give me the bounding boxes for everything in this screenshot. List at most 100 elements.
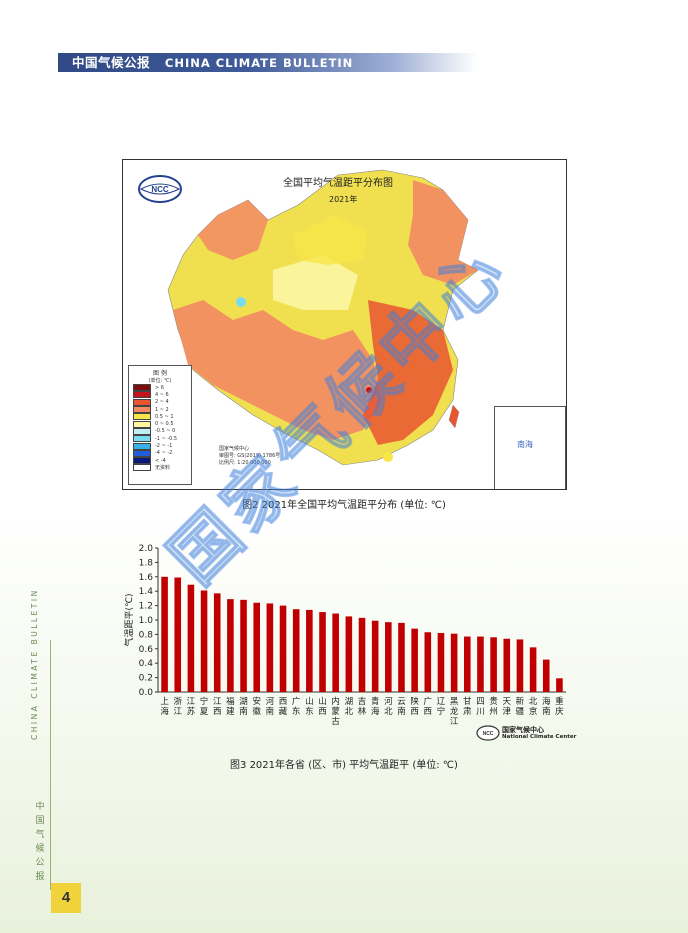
legend-swatch — [133, 391, 151, 399]
bar — [319, 612, 326, 692]
header-title-en: CHINA CLIMATE BULLETIN — [164, 56, 354, 70]
y-tick-label: 1.2 — [139, 602, 153, 612]
legend-item: 无资料 — [129, 464, 191, 472]
legend-swatch — [133, 413, 151, 421]
legend-item: 0.5 ~ 1 — [129, 413, 191, 421]
legend-item: 4 ~ 6 — [129, 391, 191, 399]
bar — [332, 613, 339, 692]
legend-label: 0.5 ~ 1 — [155, 413, 174, 420]
legend-unit: (单位: ℃) — [148, 378, 172, 384]
legend-item: < -4 — [129, 457, 191, 465]
legend-label: > 6 — [155, 384, 164, 391]
y-tick-label: 1.6 — [139, 573, 154, 583]
brand-name-en: National Climate Center — [502, 734, 577, 740]
legend-label: -1 ~ -0.5 — [155, 435, 178, 442]
bar — [161, 576, 168, 692]
figure3-caption: 图3 2021年各省 (区、市) 平均气温距平 (单位: ℃) — [230, 760, 458, 771]
legend-item: 1 ~ 2 — [129, 406, 191, 414]
bar — [542, 659, 550, 692]
x-tick-label: 青海 — [371, 696, 380, 717]
x-tick-label: 海南 — [542, 696, 551, 717]
inset-label: 南海 — [517, 440, 533, 449]
legend-swatch — [133, 398, 151, 406]
legend-swatch — [133, 406, 151, 414]
x-tick-label: 新疆 — [516, 696, 525, 717]
x-tick-label: 山西 — [318, 696, 327, 717]
legend-label: 0 ~ 0.5 — [155, 421, 174, 428]
bar — [187, 584, 195, 692]
legend-swatch — [133, 457, 151, 465]
x-tick-label: 广西 — [424, 696, 433, 717]
y-axis-label: 气温距平(℃) — [123, 593, 135, 646]
china-map-graphic — [167, 169, 479, 466]
legend-swatch — [133, 449, 151, 457]
legend-item: > 6 — [129, 384, 191, 392]
bar — [477, 636, 484, 692]
legend-item: -1 ~ -0.5 — [129, 435, 191, 443]
bar — [266, 603, 274, 692]
bar — [424, 632, 432, 692]
legend-swatch — [133, 384, 151, 392]
bar — [253, 602, 260, 692]
bar — [385, 622, 392, 692]
bar — [490, 637, 497, 692]
x-tick-label: 安徽 — [252, 696, 261, 717]
legend-title: 图 例 — [153, 370, 167, 377]
x-tick-label: 贵州 — [489, 696, 498, 717]
bar — [371, 620, 379, 692]
y-tick-label: 0.0 — [139, 688, 154, 698]
map-title: 全国平均气温距平分布图 — [283, 178, 393, 189]
bar — [437, 632, 445, 692]
x-tick-label: 广东 — [292, 696, 301, 717]
bar — [174, 577, 182, 692]
left-divider — [50, 640, 51, 890]
bar — [398, 622, 405, 692]
x-tick-label: 重庆 — [555, 696, 564, 717]
bar — [213, 593, 221, 692]
x-tick-label: 云南 — [397, 697, 406, 717]
header-title-zh: 中国气候公报 — [72, 55, 151, 70]
x-tick-label: 四川 — [476, 697, 485, 717]
map-info: 国家气候中心 审图号: GS(2019) 1786号 比例尺: 1:20 000… — [219, 446, 280, 467]
map-info-line: 审图号: GS(2019) 1786号 — [219, 453, 281, 459]
x-tick-label: 河北 — [384, 696, 393, 717]
bar — [227, 599, 234, 692]
svg-text:NCC: NCC — [483, 731, 494, 737]
legend-item: -0.5 ~ 0 — [129, 427, 191, 435]
legend-label: 4 ~ 6 — [155, 391, 169, 398]
y-tick-label: 1.8 — [139, 558, 154, 568]
svg-text:NCC: NCC — [151, 185, 169, 194]
legend-label: -4 ~ -2 — [155, 450, 173, 457]
x-tick-label: 西藏 — [279, 697, 288, 717]
bar — [529, 647, 537, 692]
bar — [450, 633, 458, 692]
legend-label: -2 ~ -1 — [155, 443, 173, 450]
x-tick-label: 宁夏 — [200, 696, 209, 717]
legend-item: -2 ~ -1 — [129, 442, 191, 450]
bar — [200, 590, 208, 692]
y-tick-label: 0.6 — [139, 645, 154, 655]
x-tick-label: 甘肃 — [463, 696, 472, 717]
x-tick-label: 福建 — [226, 696, 235, 717]
bar — [292, 609, 300, 692]
y-tick-label: 0.4 — [139, 659, 154, 669]
bar — [411, 628, 418, 692]
y-tick-label: 1.4 — [139, 587, 154, 597]
x-tick-label: 湖北 — [345, 697, 354, 717]
y-tick-label: 0.2 — [139, 674, 153, 684]
bar — [345, 616, 353, 692]
legend-item: 0 ~ 0.5 — [129, 420, 191, 428]
legend-item: 2 ~ 4 — [129, 398, 191, 406]
header-bar: 中国气候公报 CHINA CLIMATE BULLETIN — [58, 53, 477, 72]
x-tick-label: 湖南 — [239, 697, 248, 717]
x-tick-label: 内蒙古 — [331, 696, 340, 727]
bar — [240, 599, 247, 692]
x-tick-label: 吉林 — [358, 697, 367, 717]
ncc-logo: NCC — [476, 725, 500, 741]
legend-label: < -4 — [155, 457, 166, 464]
x-tick-label: 浙江 — [173, 696, 182, 717]
map-info-line: 比例尺: 1:20 000 000 — [219, 460, 271, 466]
bar — [358, 617, 366, 692]
